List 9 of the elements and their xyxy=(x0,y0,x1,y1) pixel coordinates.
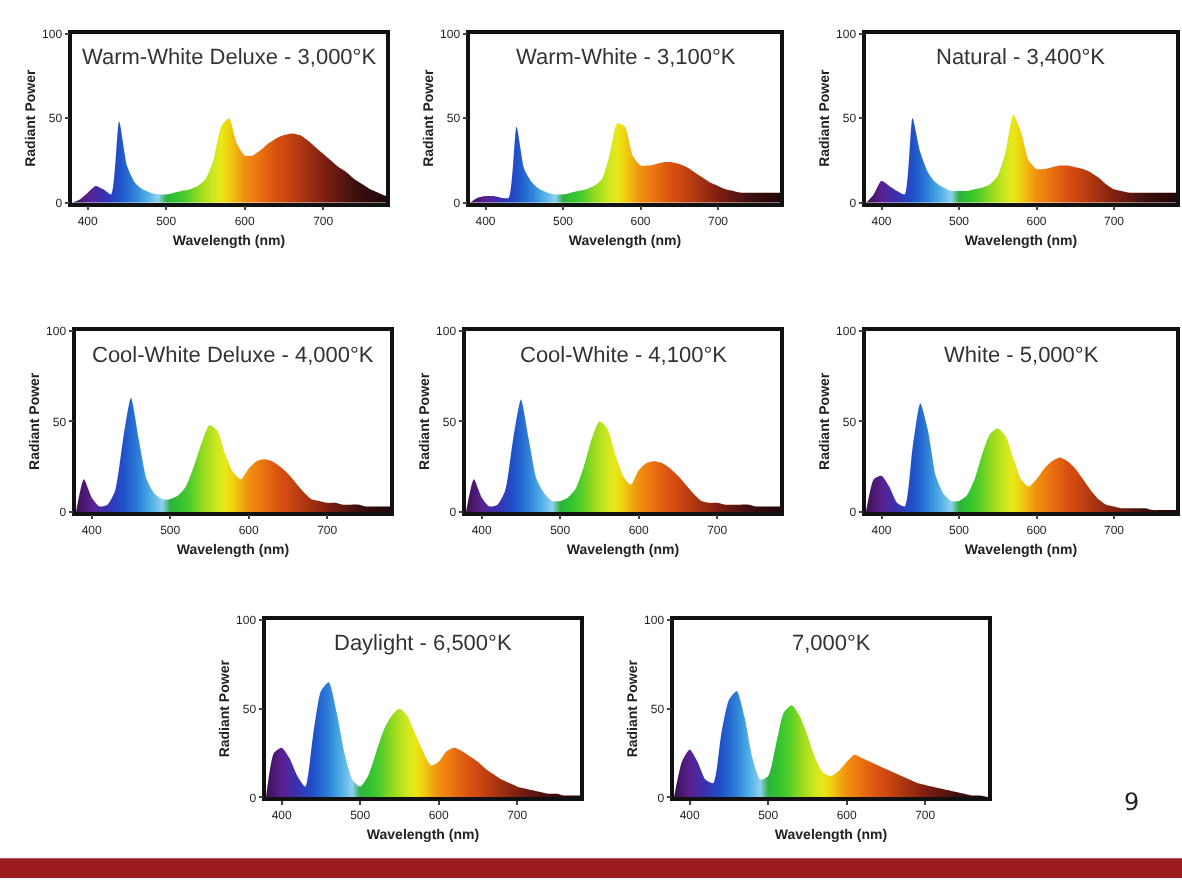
text: Warm-White - 3,100°K xyxy=(516,46,737,70)
text: 9 xyxy=(1124,788,1140,816)
text: Natural - 3,400°K xyxy=(936,46,1107,70)
text: White - 5,000°K xyxy=(944,344,1100,368)
text: 7,000°K xyxy=(792,632,872,656)
text: Warm-White Deluxe - 3,000°K xyxy=(82,46,378,70)
text: Cool-White Deluxe - 4,000°K xyxy=(92,344,375,368)
text: Daylight - 6,500°K xyxy=(334,632,513,656)
text: Cool-White - 4,100°K xyxy=(520,344,729,368)
